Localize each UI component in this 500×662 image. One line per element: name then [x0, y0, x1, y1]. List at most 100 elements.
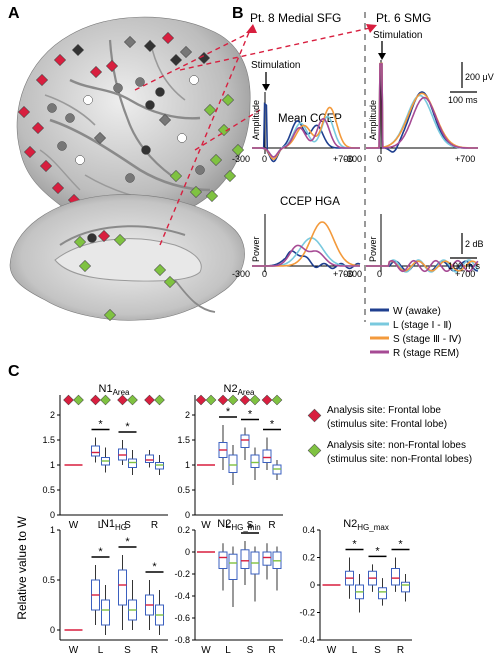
box-chart-title: N2Area	[224, 383, 256, 397]
ccep-traces	[252, 60, 479, 273]
x-tick-label: R	[151, 520, 158, 531]
t-start-label-left-top: -300	[232, 154, 250, 164]
t-zero-label-right-bottom: 0	[377, 269, 382, 279]
electrode	[195, 165, 205, 175]
electrode	[31, 121, 45, 135]
x-tick-label: W	[201, 645, 211, 656]
trace-r	[366, 63, 478, 149]
scale-db-label: 2 dB	[465, 239, 484, 249]
electrode	[153, 263, 167, 277]
legend-label-l: L (stage Ⅰ - Ⅱ)	[393, 320, 452, 331]
scale-bar-top	[450, 62, 477, 93]
stimulation-label-right: Stimulation	[373, 30, 422, 41]
x-tick-label: S	[247, 520, 254, 531]
y-tick-label: 2	[185, 410, 190, 420]
trace-r	[366, 259, 479, 273]
significance-star: *	[98, 546, 103, 558]
y-axis-label: Relative value to W	[15, 516, 29, 620]
electrode	[71, 43, 85, 57]
t-zero-label-left-top: 0	[262, 154, 267, 164]
electrode	[189, 185, 203, 199]
t-end-label-right-top: +700	[455, 154, 475, 164]
electrode	[223, 169, 237, 183]
box-S	[118, 440, 127, 465]
t-start-label-right-bottom: -300	[344, 269, 362, 279]
scale-time-top-label: 100 ms	[448, 95, 478, 105]
electrode	[65, 113, 75, 123]
electrode	[125, 173, 135, 183]
y-tick-label: -0.2	[299, 608, 315, 618]
y-tick-label: -0.8	[174, 635, 190, 645]
x-tick-label: W	[69, 645, 79, 656]
box-S	[128, 580, 137, 630]
electrode	[161, 31, 175, 45]
electrode	[93, 131, 107, 145]
electrode	[83, 95, 93, 105]
box-chart-0: 0 0.5 1 1.5 2 W L S R N1Area * *	[42, 383, 168, 531]
box-L	[91, 565, 100, 625]
x-tick-label: S	[124, 520, 131, 531]
box-L	[101, 585, 110, 635]
box-chart-title: N1HG	[101, 518, 127, 532]
electrode	[169, 53, 183, 67]
site-marker	[90, 394, 101, 406]
legend-label-r: R (stage REM)	[393, 348, 459, 359]
y-tick-label: 0	[310, 580, 315, 590]
box-R	[145, 450, 154, 468]
y-tick-label: 0	[185, 547, 190, 557]
x-tick-label: L	[225, 645, 231, 656]
nonfrontal-legend-line1: Analysis site: non-Frontal lobes	[327, 440, 466, 451]
trace-r	[252, 244, 360, 267]
box-R	[391, 557, 400, 592]
lateral-brain	[16, 16, 251, 227]
box-chart-title: N1Area	[99, 383, 131, 397]
electrode	[73, 235, 87, 249]
box-S	[250, 447, 260, 480]
medial-brain	[9, 194, 245, 321]
trace-r	[252, 117, 360, 158]
arrowhead-left	[246, 24, 257, 33]
y-tick-label: -0.2	[174, 569, 190, 579]
electrode	[39, 159, 53, 173]
trace-s	[252, 106, 360, 161]
significance-star: *	[248, 409, 253, 421]
frontal-legend-line2: (stimulus site: Frontal lobe)	[327, 419, 447, 430]
box-L	[355, 574, 364, 613]
significance-star: *	[375, 545, 380, 557]
site-marker	[63, 394, 74, 406]
scale-time-bottom-label: 100 m s	[448, 261, 481, 271]
box-R	[155, 590, 164, 635]
electrode	[189, 75, 199, 85]
x-tick-label: R	[268, 520, 275, 531]
box-R	[401, 574, 410, 602]
site-marker	[205, 394, 217, 406]
x-tick-label: L	[98, 520, 104, 531]
box-chart-4: -0.4 -0.2 0 0.2 0.4 W L S R N2HG_max * * *	[299, 518, 412, 656]
electrode	[163, 275, 177, 289]
site-marker	[195, 394, 207, 406]
connector-arrows	[134, 27, 371, 246]
y-tick-label: 0	[185, 510, 190, 520]
box-chart-1: 0 0.5 1 1.5 2 W L S R N2Area * * *	[177, 383, 283, 531]
stimulation-label-left: Stimulation	[251, 60, 300, 71]
box-chart-2: 0 0.5 1 W L S R N1HG * * *	[42, 518, 168, 656]
trace-l	[252, 237, 360, 267]
electrode	[123, 35, 137, 49]
electrode	[103, 308, 117, 322]
electrode	[57, 141, 67, 151]
electrode	[158, 113, 172, 127]
site-marker	[100, 394, 111, 406]
electrode	[205, 189, 219, 203]
box-S	[240, 541, 250, 585]
significance-star: *	[98, 419, 103, 431]
electrode	[35, 73, 49, 87]
box-L	[91, 437, 100, 463]
box-L	[218, 543, 228, 591]
electrodes-medial	[73, 229, 177, 322]
y-tick-label: 1.5	[42, 435, 55, 445]
x-tick-label: W	[201, 520, 211, 531]
legend-label-w: W (awake)	[393, 306, 441, 317]
y-tick-label: 0.5	[42, 575, 55, 585]
x-tick-label: R	[268, 645, 275, 656]
